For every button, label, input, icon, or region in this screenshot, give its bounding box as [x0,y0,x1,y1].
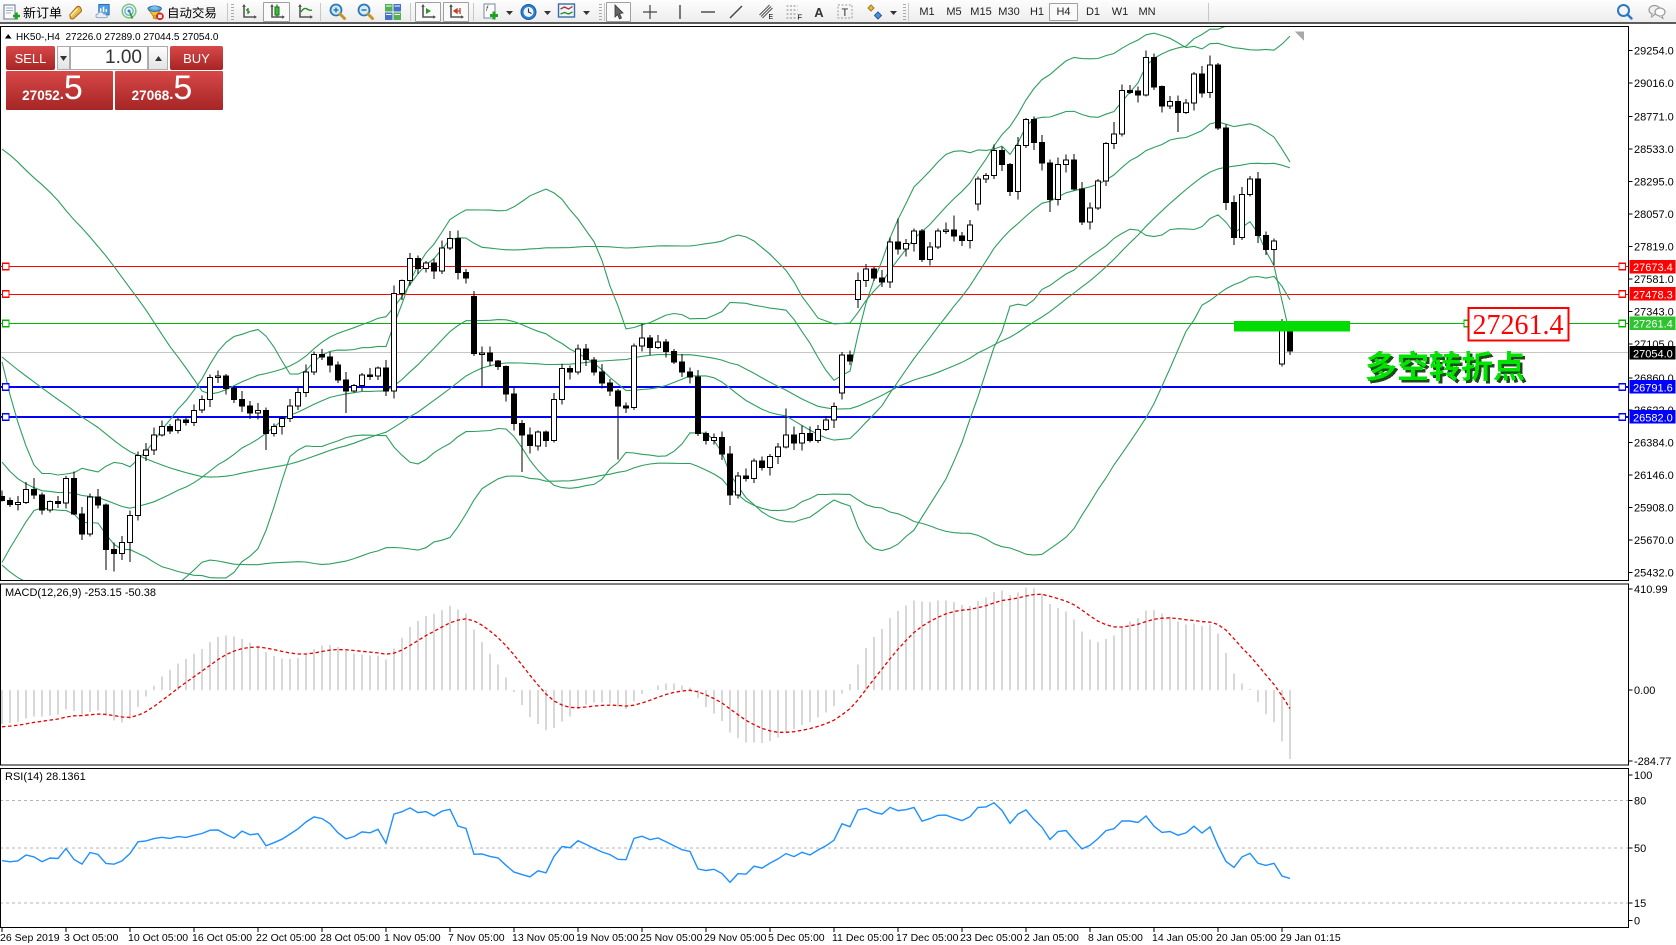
svg-text:27673.4: 27673.4 [1633,262,1673,274]
svg-text:28533.0: 28533.0 [1634,144,1674,156]
svg-text:27581.0: 27581.0 [1634,274,1674,286]
svg-text:F: F [798,13,803,22]
svg-text:25432.0: 25432.0 [1634,568,1674,580]
svg-text:19 Nov 05:00: 19 Nov 05:00 [576,932,639,944]
svg-text:27261.4: 27261.4 [1473,310,1564,341]
svg-text:28295.0: 28295.0 [1634,177,1674,189]
svg-text:28057.0: 28057.0 [1634,209,1674,221]
svg-text:25908.0: 25908.0 [1634,503,1674,515]
svg-text:HK50-,H4 27226.0 27289.0 2704: HK50-,H4 27226.0 27289.0 27044.5 27054.0 [16,32,219,43]
svg-text:-284.77: -284.77 [1634,756,1671,768]
svg-text:28 Oct 05:00: 28 Oct 05:00 [320,932,380,944]
svg-text:20 Jan 05:00: 20 Jan 05:00 [1216,932,1277,944]
svg-text:23 Dec 05:00: 23 Dec 05:00 [960,932,1023,944]
svg-text:28771.0: 28771.0 [1634,112,1674,124]
svg-text:100: 100 [1634,770,1652,782]
svg-text:2 Jan 05:00: 2 Jan 05:00 [1024,932,1079,944]
svg-text:RSI(14) 28.1361: RSI(14) 28.1361 [5,771,86,783]
svg-text:16 Oct 05:00: 16 Oct 05:00 [192,932,252,944]
svg-text:80: 80 [1634,796,1646,808]
svg-text:50: 50 [1634,843,1646,855]
svg-text:27819.0: 27819.0 [1634,242,1674,254]
svg-text:8 Jan 05:00: 8 Jan 05:00 [1088,932,1143,944]
svg-text:26791.6: 26791.6 [1633,382,1673,394]
svg-text:27261.4: 27261.4 [1633,319,1673,331]
svg-text:1 Nov 05:00: 1 Nov 05:00 [384,932,441,944]
svg-text:f: f [486,6,489,13]
svg-text:0: 0 [1634,916,1640,928]
svg-text:29 Jan 01:15: 29 Jan 01:15 [1280,932,1341,944]
svg-text:29 Nov 05:00: 29 Nov 05:00 [704,932,767,944]
svg-text:5 Dec 05:00: 5 Dec 05:00 [768,932,825,944]
svg-text:27054.0: 27054.0 [1633,348,1673,360]
svg-text:7 Nov 05:00: 7 Nov 05:00 [448,932,505,944]
svg-text:26582.0: 26582.0 [1633,412,1673,424]
svg-text:27478.3: 27478.3 [1633,289,1673,301]
svg-text:29254.0: 29254.0 [1634,46,1674,58]
svg-text:0.00: 0.00 [1634,685,1655,697]
svg-text:15: 15 [1634,898,1646,910]
svg-text:11 Dec 05:00: 11 Dec 05:00 [832,932,894,944]
svg-text:17 Dec 05:00: 17 Dec 05:00 [896,932,959,944]
svg-text:26146.0: 26146.0 [1634,470,1674,482]
svg-text:T: T [842,7,849,19]
svg-text:14 Jan 05:00: 14 Jan 05:00 [1152,932,1213,944]
svg-text:E: E [769,14,774,21]
svg-text:22 Oct 05:00: 22 Oct 05:00 [256,932,316,944]
svg-text:26384.0: 26384.0 [1634,438,1674,450]
svg-text:3 Oct 05:00: 3 Oct 05:00 [64,932,118,944]
svg-text:25 Nov 05:00: 25 Nov 05:00 [640,932,703,944]
svg-text:10 Oct 05:00: 10 Oct 05:00 [128,932,188,944]
svg-text:27343.0: 27343.0 [1634,307,1674,319]
svg-text:29016.0: 29016.0 [1634,78,1674,90]
svg-text:26 Sep 2019: 26 Sep 2019 [0,932,60,944]
svg-text:410.99: 410.99 [1634,584,1668,596]
svg-text:MACD(12,26,9) -253.15 -50.38: MACD(12,26,9) -253.15 -50.38 [5,587,156,599]
svg-text:13 Nov 05:00: 13 Nov 05:00 [512,932,575,944]
svg-text:25670.0: 25670.0 [1634,535,1674,547]
